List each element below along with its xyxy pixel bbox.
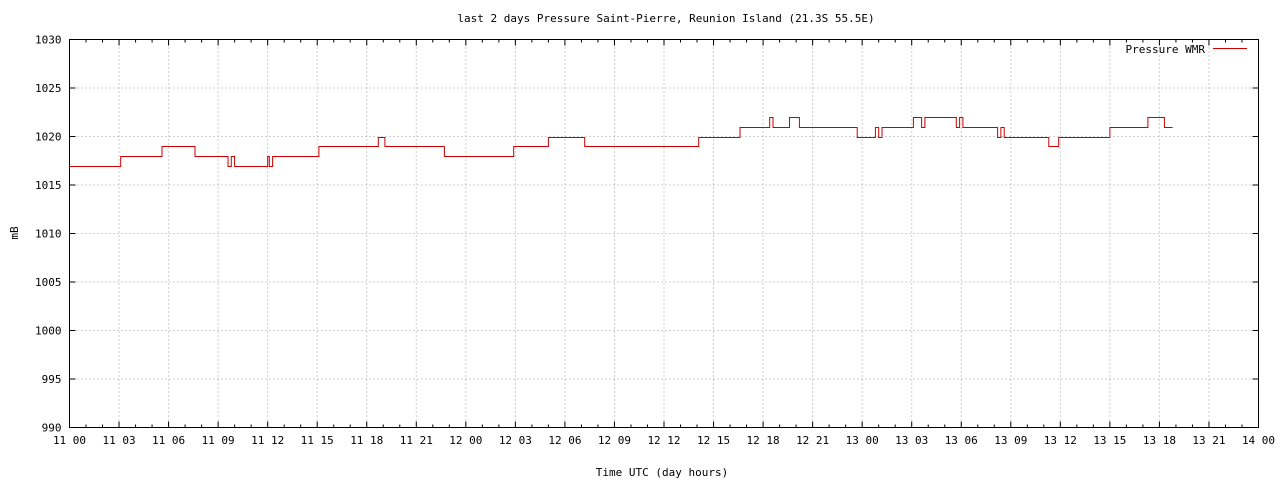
x-tick-label: 12 12 [647, 434, 680, 447]
x-tick-label: 12 09 [598, 434, 631, 447]
y-tick-label: 1025 [35, 82, 62, 95]
y-tick-label: 1000 [35, 325, 62, 338]
y-tick-label: 1015 [35, 179, 62, 192]
x-tick-label: 12 15 [697, 434, 730, 447]
x-tick-label: 11 06 [152, 434, 185, 447]
x-tick-label: 12 21 [796, 434, 829, 447]
x-tick-label: 13 15 [1093, 434, 1126, 447]
x-tick-label: 13 00 [846, 434, 879, 447]
x-tick-label: 13 03 [895, 434, 928, 447]
x-tick-label: 14 00 [1242, 434, 1275, 447]
series-layer [69, 117, 1173, 167]
x-tick-label: 12 03 [499, 434, 532, 447]
tick-labels: 990 995 1000 1005 1010 1015 1020 1025 1030 11 00 1… [35, 34, 1275, 448]
y-tick-label: 1010 [35, 228, 62, 241]
x-tick-label: 13 06 [945, 434, 978, 447]
x-tick-label: 13 18 [1143, 434, 1176, 447]
y-tick-label: 1030 [35, 34, 62, 47]
axis-ticks [69, 39, 1259, 428]
y-tick-label: 1020 [35, 131, 62, 144]
y-axis-label: mB [8, 226, 21, 240]
x-tick-label: 11 00 [53, 434, 86, 447]
x-axis-label: Time UTC (day hours) [596, 466, 728, 479]
x-tick-label: 11 15 [301, 434, 334, 447]
x-tick-label: 11 21 [400, 434, 433, 447]
x-tick-label: 11 12 [251, 434, 284, 447]
x-tick-label: 11 03 [102, 434, 135, 447]
x-tick-label: 13 09 [994, 434, 1027, 447]
y-tick-label: 1005 [35, 276, 62, 289]
chart-title: last 2 days Pressure Saint-Pierre, Reuni… [457, 12, 874, 25]
x-tick-label: 13 21 [1192, 434, 1225, 447]
x-tick-label: 12 06 [548, 434, 581, 447]
x-tick-label: 12 00 [449, 434, 482, 447]
legend-label: Pressure WMR [1126, 43, 1206, 56]
plot-frame [69, 39, 1259, 428]
y-tick-label: 995 [42, 373, 62, 386]
x-tick-label: 13 12 [1044, 434, 1077, 447]
x-tick-label: 12 18 [747, 434, 780, 447]
series-line-pressure [69, 117, 1173, 167]
legend: Pressure WMR [1126, 43, 1247, 56]
y-tick-label: 990 [42, 422, 62, 435]
x-tick-label: 11 18 [350, 434, 383, 447]
x-tick-label: 11 09 [202, 434, 235, 447]
grid [69, 39, 1259, 428]
